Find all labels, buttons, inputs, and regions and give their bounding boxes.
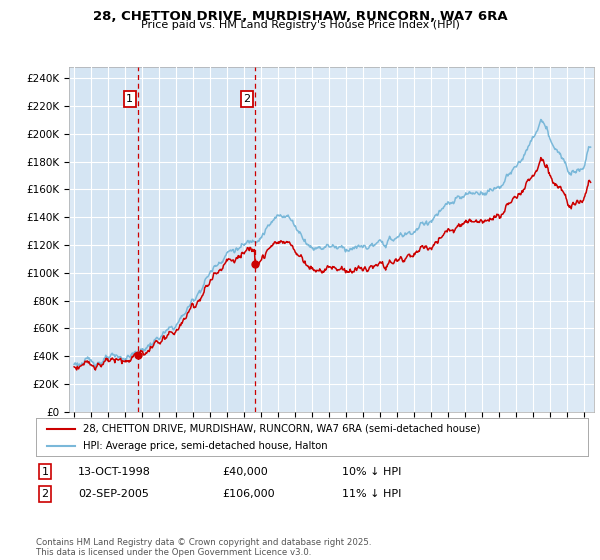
Text: 2: 2 bbox=[41, 489, 49, 499]
Text: Contains HM Land Registry data © Crown copyright and database right 2025.
This d: Contains HM Land Registry data © Crown c… bbox=[36, 538, 371, 557]
Text: 2: 2 bbox=[244, 94, 250, 104]
Text: 02-SEP-2005: 02-SEP-2005 bbox=[78, 489, 149, 499]
Text: 28, CHETTON DRIVE, MURDISHAW, RUNCORN, WA7 6RA (semi-detached house): 28, CHETTON DRIVE, MURDISHAW, RUNCORN, W… bbox=[83, 424, 480, 434]
Text: 10% ↓ HPI: 10% ↓ HPI bbox=[342, 466, 401, 477]
Bar bbox=[74, 67, 139, 412]
Bar bbox=[139, 67, 256, 412]
Text: 1: 1 bbox=[127, 94, 133, 104]
Text: HPI: Average price, semi-detached house, Halton: HPI: Average price, semi-detached house,… bbox=[83, 441, 328, 451]
Text: 1: 1 bbox=[41, 466, 49, 477]
Text: 13-OCT-1998: 13-OCT-1998 bbox=[78, 466, 151, 477]
Text: £40,000: £40,000 bbox=[222, 466, 268, 477]
Text: £106,000: £106,000 bbox=[222, 489, 275, 499]
Text: Price paid vs. HM Land Registry's House Price Index (HPI): Price paid vs. HM Land Registry's House … bbox=[140, 20, 460, 30]
Text: 11% ↓ HPI: 11% ↓ HPI bbox=[342, 489, 401, 499]
Text: 28, CHETTON DRIVE, MURDISHAW, RUNCORN, WA7 6RA: 28, CHETTON DRIVE, MURDISHAW, RUNCORN, W… bbox=[92, 10, 508, 23]
